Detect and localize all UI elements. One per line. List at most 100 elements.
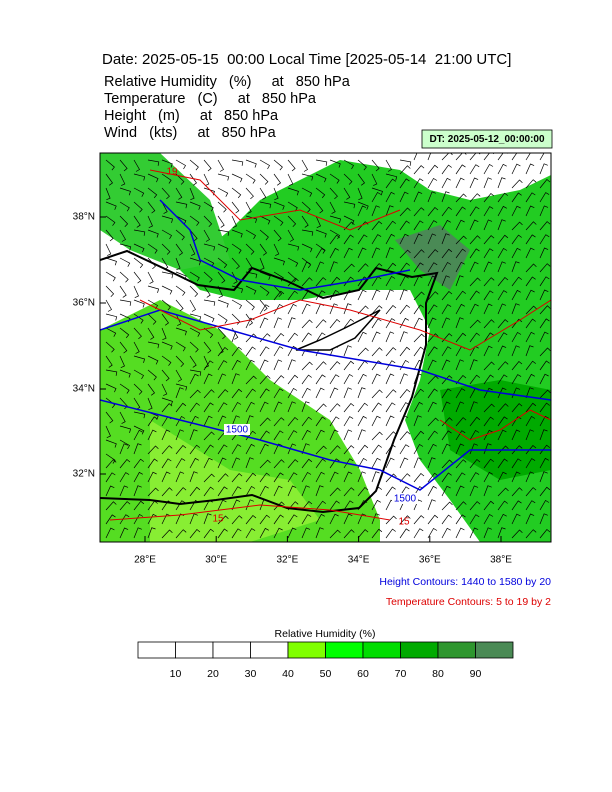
wind-barb: [413, 178, 424, 189]
wind-barb: [371, 221, 383, 231]
temperature-note: Temperature Contours: 5 to 19 by 2: [386, 596, 551, 608]
wind-barb: [315, 261, 325, 273]
wind-barb: [539, 289, 549, 301]
wind-barb: [133, 271, 142, 284]
wind-barb: [469, 177, 479, 189]
wind-barb: [343, 303, 352, 315]
wind-barb: [455, 443, 465, 455]
wind-barb: [259, 159, 270, 170]
wind-barb: [273, 173, 281, 186]
wind-barb: [203, 299, 216, 306]
wind-barb: [105, 411, 114, 424]
wind-barb: [301, 332, 312, 343]
wind-barb: [175, 215, 187, 225]
wind-barb: [105, 285, 115, 297]
wind-barb: [301, 303, 311, 315]
wind-barb: [441, 527, 451, 539]
wind-barb: [189, 201, 201, 210]
wind-barb: [329, 387, 339, 399]
wind-barb: [273, 243, 280, 256]
wind-barb: [385, 415, 395, 427]
wind-barb: [511, 471, 521, 483]
wind-barb: [413, 499, 423, 511]
wind-barb: [175, 416, 186, 427]
wind-barb: [455, 332, 467, 343]
wind-barb: [511, 163, 521, 175]
wind-barb: [231, 299, 242, 310]
wind-barb: [161, 159, 173, 168]
wind-barb: [511, 429, 521, 441]
wind-barb: [259, 401, 269, 413]
wind-barb: [329, 234, 341, 245]
wind-barb: [455, 375, 467, 385]
wind-barb: [343, 445, 355, 455]
wind-barb: [441, 275, 450, 287]
wind-barb: [175, 327, 187, 336]
wind-barb: [287, 271, 297, 283]
wind-barb: [385, 486, 396, 497]
wind-barb: [399, 207, 411, 217]
wind-barb: [133, 471, 143, 483]
coastline: [100, 249, 439, 514]
colorbar-box: [212, 641, 251, 659]
wind-barb: [483, 303, 493, 315]
wind-barb: [427, 220, 438, 231]
wind-barb: [287, 201, 298, 212]
lat-label: 34°N: [73, 384, 95, 395]
wind-barb: [455, 417, 467, 427]
wind-barb: [273, 430, 284, 441]
wind-barb: [231, 229, 243, 238]
wind-barb: [203, 473, 215, 483]
wind-barb: [189, 173, 197, 186]
wind-barb: [217, 486, 228, 497]
wind-barb: [301, 443, 310, 455]
wind-barb: [217, 229, 230, 236]
wind-barb: [539, 471, 548, 483]
wind-barb: [441, 219, 451, 231]
wind-barb: [231, 346, 243, 357]
wind-barb: [343, 487, 355, 497]
wind-barb: [469, 401, 478, 413]
wind-barb: [217, 360, 228, 371]
wind-barb: [483, 164, 494, 175]
wind-barb: [357, 173, 365, 186]
wind-barb: [525, 192, 536, 203]
temperature-contour: [109, 504, 391, 521]
wind-barb: [441, 191, 450, 203]
map-frame: [99, 152, 552, 543]
wind-barb: [273, 346, 284, 357]
wind-barb: [525, 276, 536, 287]
lat-label: 38°N: [73, 212, 95, 223]
wind-barb: [413, 153, 418, 161]
wind-barb: [385, 457, 395, 469]
lon-label: 36°E: [419, 555, 441, 566]
wind-barb: [483, 458, 495, 469]
wind-barb: [189, 389, 201, 399]
wind-barb: [455, 290, 467, 301]
wind-barb: [497, 361, 509, 371]
wind-barb: [119, 159, 128, 172]
wind-barb: [315, 471, 325, 483]
wind-barb: [427, 528, 438, 539]
wind-barb: [161, 215, 174, 223]
wind-barb: [511, 153, 522, 161]
wind-barb: [497, 513, 507, 525]
colorbar-box: [175, 641, 214, 659]
wind-barb: [385, 233, 395, 245]
wind-barb: [525, 331, 535, 343]
wind-barb: [497, 303, 507, 315]
wind-barb: [343, 173, 353, 185]
wind-barb: [161, 243, 171, 255]
wind-barb: [273, 459, 285, 469]
wind-barb: [231, 215, 237, 229]
wind-barb: [189, 257, 201, 266]
wind-barb: [175, 429, 184, 441]
wind-barb: [539, 163, 548, 175]
wind-barb: [189, 529, 201, 539]
wind-barb: [343, 263, 355, 273]
wind-barb: [315, 374, 326, 385]
colorbar-label: 50: [320, 668, 332, 680]
wind-barb: [217, 457, 227, 469]
wind-barb: [259, 173, 269, 185]
